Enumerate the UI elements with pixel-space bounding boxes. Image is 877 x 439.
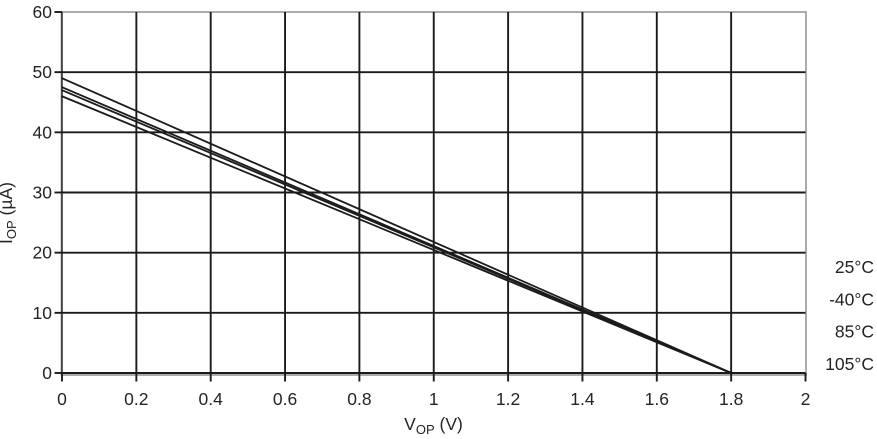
x-tick-label: 1.8: [719, 389, 743, 409]
legend-label: 105°C: [825, 354, 874, 374]
y-tick-label: 30: [33, 183, 53, 203]
x-tick-label: 0: [57, 389, 67, 409]
x-axis-label: VOP (V): [404, 414, 463, 437]
x-tick-label: 1.2: [496, 389, 520, 409]
y-axis-label: IOP (µA): [0, 182, 19, 244]
y-tick-label: 40: [33, 122, 53, 142]
x-tick-label: 0.4: [199, 389, 224, 409]
legend-label: -40°C: [829, 289, 874, 309]
x-tick-label: 1: [429, 389, 439, 409]
series-line-85c: [61, 89, 733, 374]
series-line-25c: [61, 77, 733, 374]
x-tick-label: 0.6: [273, 389, 297, 409]
x-tick-label: 1.4: [570, 389, 595, 409]
y-tick-label: 20: [33, 243, 53, 263]
x-tick-label: 0.8: [347, 389, 371, 409]
x-tick-label: 2: [801, 389, 811, 409]
series-line-105c: [61, 95, 733, 374]
y-tick-label: 10: [33, 303, 53, 323]
y-tick-label: 0: [42, 363, 52, 383]
x-tick-label: 0.2: [124, 389, 148, 409]
legend-label: 85°C: [835, 322, 874, 342]
legend-label: 25°C: [835, 257, 874, 277]
y-tick-label: 50: [33, 62, 53, 82]
x-tick-label: 1.6: [645, 389, 669, 409]
y-tick-label: 60: [33, 2, 53, 22]
